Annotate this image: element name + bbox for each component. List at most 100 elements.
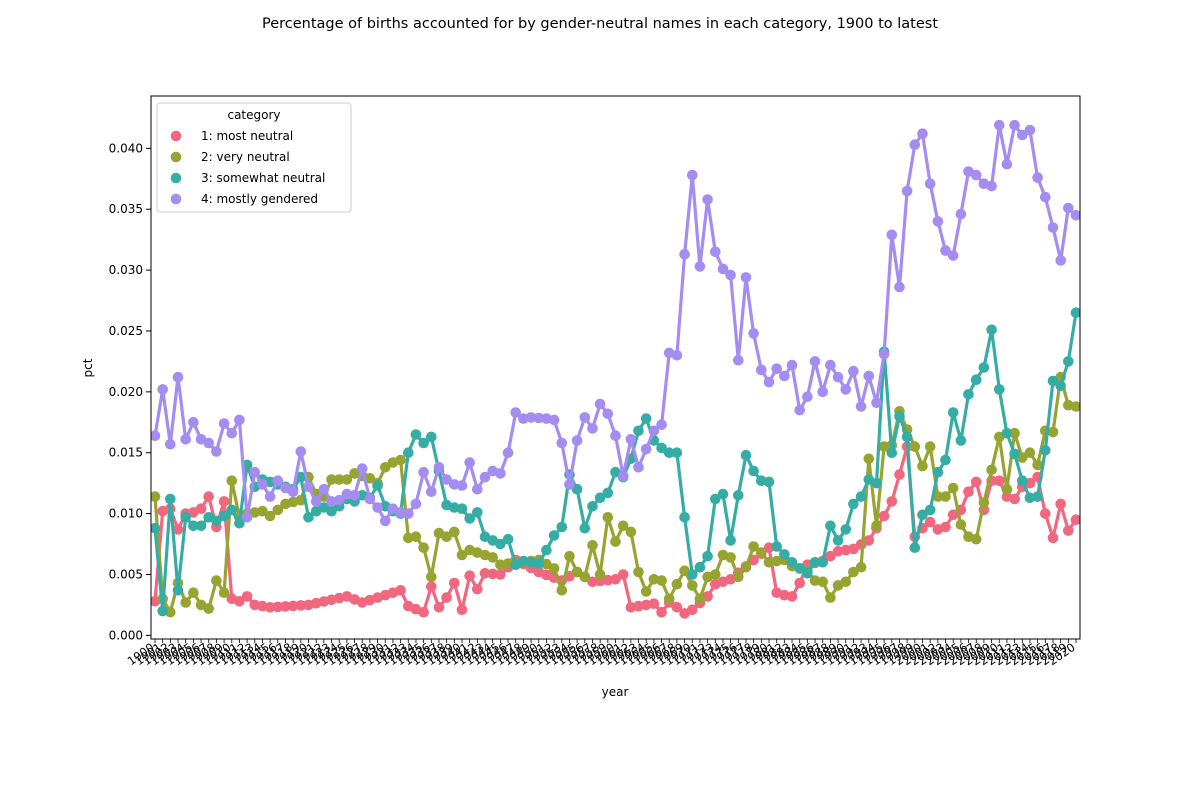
data-point [687,169,698,181]
data-point [725,552,736,563]
data-point [226,504,238,516]
data-point [917,460,928,472]
data-point [333,474,345,485]
data-point [556,437,568,449]
data-point [924,504,936,516]
data-point [403,447,414,459]
data-point [1055,255,1066,266]
data-point [188,417,199,428]
data-point [151,522,161,534]
data-point [763,376,775,388]
data-point [472,483,483,495]
data-point [610,536,621,547]
data-point [372,480,383,491]
data-point [295,446,307,457]
data-point [241,591,253,602]
data-point [894,281,905,293]
data-point [426,431,437,443]
data-point [763,476,775,488]
data-point [472,507,483,518]
data-point [663,447,675,459]
data-point [756,364,767,376]
data-point [218,587,230,598]
data-point [395,585,406,596]
data-point [748,328,759,339]
data-point [456,604,468,616]
data-point [211,446,222,457]
data-point [1024,124,1036,136]
data-point [840,524,852,535]
data-point [257,505,268,517]
data-point [1024,447,1036,459]
data-point [487,552,499,563]
data-point [495,569,506,580]
data-point [640,586,652,597]
data-point [234,414,245,426]
data-point [571,483,583,495]
data-point [548,414,560,426]
data-point [610,430,621,442]
data-point [165,438,176,450]
data-point [648,425,660,437]
data-point [249,466,261,478]
data-point [587,423,598,434]
data-point [602,408,614,420]
data-point [802,391,813,403]
data-point [932,466,944,478]
data-point [1040,445,1051,456]
y-tick-label: 0.025 [109,324,143,338]
legend-marker [170,130,182,142]
data-point [940,521,951,533]
y-tick-label: 0.030 [109,263,143,277]
data-point [1070,210,1080,221]
data-point [241,512,253,523]
data-point [318,483,330,495]
data-point [203,603,214,614]
data-point [380,462,391,473]
data-point [1047,375,1059,387]
data-point [656,606,667,618]
data-point [257,479,268,490]
data-point [264,602,276,613]
data-point [587,540,598,551]
data-point [1063,356,1074,367]
data-point [264,510,276,522]
data-point [548,563,560,574]
data-point [1032,172,1043,183]
legend: category 1: most neutral 2: very neutral 3… [156,102,352,213]
data-point [1009,427,1020,439]
data-point [172,524,184,535]
data-point [687,604,698,616]
y-tick-label: 0.000 [109,628,143,642]
chart-title: Percentage of births accounted for by ge… [262,16,938,32]
data-point [748,465,759,477]
data-point [863,453,875,465]
data-point [218,418,230,429]
data-point [633,566,644,578]
data-point [886,229,898,241]
data-point [151,430,161,441]
data-point [587,501,598,512]
data-point [364,493,376,505]
data-point [410,498,422,510]
data-point [1070,514,1080,525]
data-point [1009,493,1020,505]
data-point [395,454,406,466]
data-point [633,462,644,473]
data-point [571,566,583,578]
data-point [218,496,230,507]
data-point [226,475,238,487]
data-point [441,474,452,485]
data-point [894,469,905,480]
data-point [456,480,468,491]
data-point [333,494,345,506]
data-point [579,412,591,423]
data-point [955,519,967,530]
data-point [694,593,706,605]
data-point [272,504,284,516]
data-point [218,510,230,522]
data-point [687,580,698,591]
data-point [433,462,445,473]
data-point [740,449,752,461]
data-point [909,139,921,150]
